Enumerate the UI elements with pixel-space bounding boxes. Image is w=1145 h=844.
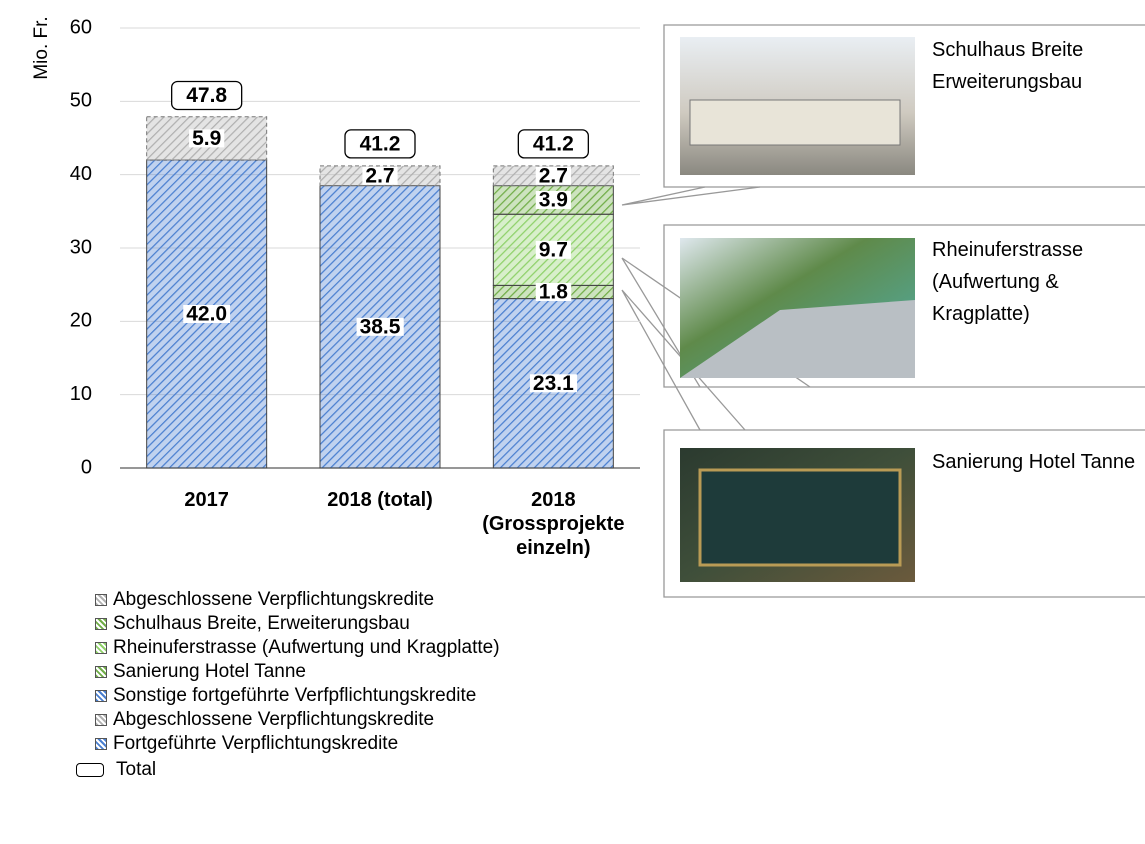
data-label: 42.0 (186, 303, 227, 326)
data-label: 38.5 (360, 315, 401, 338)
legend-label: Schulhaus Breite, Erweiterungsbau (113, 613, 410, 634)
legend-swatch (95, 642, 107, 654)
legend-label: Sanierung Hotel Tanne (113, 661, 306, 682)
legend-label: Abgeschlossene Verpflichtungskredite (113, 589, 435, 610)
data-label-bg (535, 190, 571, 209)
y-tick-label: 20 (70, 310, 92, 332)
legend-item: Sanierung Hotel Tanne (95, 660, 306, 684)
total-box (517, 129, 589, 159)
legend-item: Fortgeführte Verpflichtungskredite (95, 732, 398, 756)
total-box (171, 80, 243, 111)
photo-detail (689, 99, 901, 146)
annotation: Sanierung Hotel Tanne (932, 451, 1136, 473)
data-label: 3.9 (539, 189, 568, 212)
legend-label: Fortgeführte Verpflichtungskredite (113, 733, 399, 754)
data-label-bg (535, 166, 571, 185)
data-label-bg (362, 166, 398, 185)
y-axis-label: Mio. Fr. (31, 16, 52, 79)
data-label: 2.7 (539, 164, 568, 187)
legend-item: Sonstige fortgeführte Verfpflichtungskre… (95, 684, 476, 708)
x-tick-label: 2018 (total) (327, 489, 433, 511)
legend-item: Abgeschlossene Verpflichtungskredite (95, 708, 434, 732)
data-label-bg (356, 317, 404, 336)
legend-label: Total (116, 759, 157, 780)
legend-swatch (95, 714, 107, 726)
legend-item: Abgeschlossene Verpflichtungskredite (95, 588, 434, 612)
data-label-bg (189, 129, 225, 148)
total-label: 41.2 (360, 132, 401, 155)
data-label-bg (535, 240, 571, 259)
legend-swatch (95, 594, 107, 606)
legend-swatch (95, 738, 107, 750)
y-tick-label: 10 (70, 383, 92, 405)
data-label-bg (535, 283, 572, 301)
total-box (344, 129, 416, 159)
data-label: 1.8 (539, 281, 569, 304)
annotation: Rheinuferstrasse (Aufwertung & Kragplatt… (932, 239, 1084, 325)
data-label: 23.1 (533, 372, 574, 395)
total-label: 47.8 (186, 84, 227, 107)
y-tick-label: 60 (70, 16, 92, 38)
data-label-bg (183, 305, 231, 323)
legend-label: Sonstige fortgeführte Verfpflichtungskre… (113, 685, 477, 706)
photo-detail (698, 468, 902, 567)
legend-swatch (95, 618, 107, 630)
y-tick-label: 0 (81, 456, 92, 478)
annotation: Schulhaus Breite Erweiterungsbau (932, 39, 1084, 93)
y-tick-label: 50 (70, 90, 92, 112)
data-label: 2.7 (365, 164, 394, 187)
legend-item: Schulhaus Breite, Erweiterungsbau (95, 612, 410, 636)
y-tick-label: 40 (70, 163, 92, 185)
x-tick-label: 2017 (184, 489, 229, 511)
data-label: 5.9 (192, 127, 221, 150)
data-label-bg (529, 374, 578, 393)
legend-item: Rheinuferstrasse (Aufwertung und Kragpla… (95, 636, 500, 660)
legend-label: Rheinuferstrasse (Aufwertung und Kragpla… (113, 637, 500, 658)
legend-swatch (95, 666, 107, 678)
data-label: 9.7 (539, 238, 568, 261)
y-tick-label: 30 (70, 236, 92, 258)
legend-item: Total (76, 758, 156, 782)
total-label: 41.2 (533, 132, 574, 155)
legend-swatch (95, 690, 107, 702)
legend-label: Abgeschlossene Verpflichtungskredite (113, 709, 435, 730)
x-tick-label: 2018 (Grossprojekte einzeln) (482, 489, 625, 559)
legend-swatch (76, 763, 104, 777)
photo-detail (680, 300, 915, 378)
